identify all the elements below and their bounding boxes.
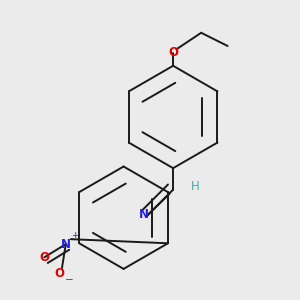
Text: O: O: [39, 251, 49, 264]
Text: −: −: [65, 275, 74, 285]
Text: O: O: [168, 46, 178, 59]
Text: O: O: [54, 267, 64, 280]
Text: N: N: [138, 208, 148, 221]
Text: H: H: [191, 180, 200, 193]
Text: N: N: [61, 238, 71, 250]
Text: +: +: [71, 231, 79, 240]
